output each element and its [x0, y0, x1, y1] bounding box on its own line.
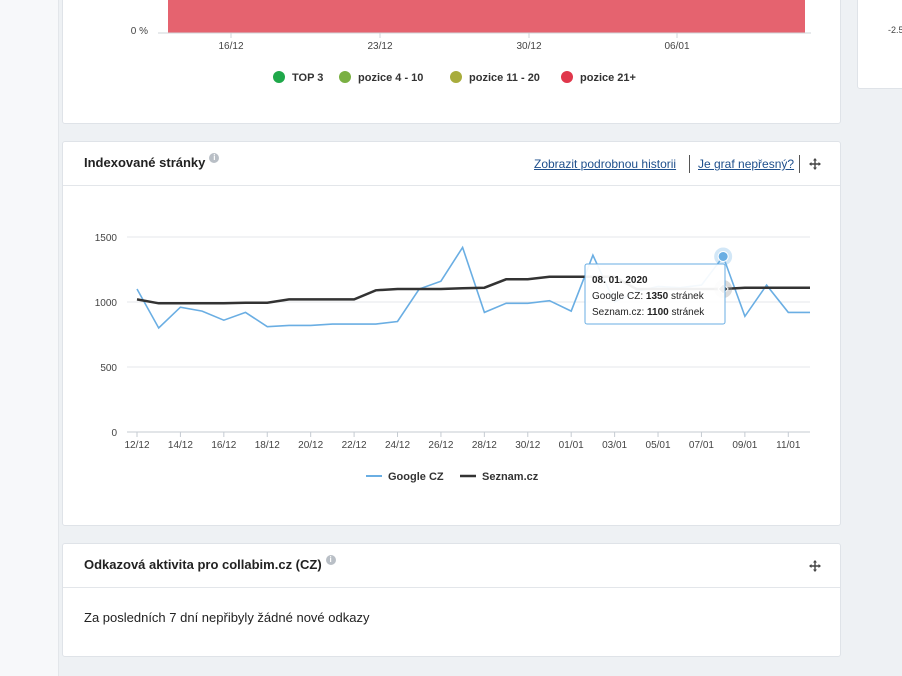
legend-marker — [273, 71, 285, 83]
side-card: -2.5 — [857, 0, 902, 89]
card-header-divider — [63, 185, 840, 186]
x-tick-label: 05/01 — [646, 440, 671, 451]
positions-x-tick-label: 23/12 — [367, 41, 392, 52]
chart-legend-label: Seznam.cz — [482, 471, 539, 483]
x-tick-label: 24/12 — [385, 440, 410, 451]
positions-card: 0 % 16/12 23/12 30/12 06/01 TOP 3 pozice 4 -… — [62, 0, 841, 124]
tooltip-google: Google CZ: 1350 stránek — [592, 291, 705, 302]
backlinks-title-wrap: Odkazová aktivita pro collabim.cz (CZ) i — [84, 555, 336, 572]
link-separator — [689, 155, 690, 173]
chart-legend-item[interactable]: Seznam.cz — [460, 471, 539, 483]
x-tick-label: 16/12 — [211, 440, 236, 451]
chart-tooltip: 08. 01. 2020 Google CZ: 1350 stránek Sez… — [584, 263, 726, 325]
y-tick-label: 500 — [100, 363, 117, 374]
chart-legend-label: Google CZ — [388, 471, 444, 483]
positions-legend-item[interactable]: pozice 4 - 10 — [339, 71, 423, 84]
left-sidebar-strip — [0, 0, 59, 676]
x-tick-label: 18/12 — [255, 440, 280, 451]
indexed-pages-title-wrap: Indexované stránky i — [84, 153, 220, 170]
side-card-value: -2.5 — [888, 25, 902, 35]
indexed-pages-title: Indexované stránky — [84, 155, 206, 170]
x-tick-label: 01/01 — [559, 440, 584, 451]
x-tick-label: 14/12 — [168, 440, 193, 451]
card-header-divider — [63, 587, 840, 588]
tooltip-box — [584, 263, 726, 325]
positions-legend-item[interactable]: pozice 21+ — [561, 71, 636, 84]
legend-marker — [561, 71, 573, 83]
move-icon[interactable] — [809, 560, 821, 572]
x-tick-label: 26/12 — [428, 440, 453, 451]
positions-y-label: 0 % — [131, 26, 148, 37]
x-tick-label: 07/01 — [689, 440, 714, 451]
y-tick-label: 1500 — [95, 233, 118, 244]
backlinks-message: Za posledních 7 dní nepřibyly žádné nové… — [84, 610, 370, 625]
positions-x-tick-label: 06/01 — [664, 41, 689, 52]
x-tick-label: 30/12 — [515, 440, 540, 451]
info-icon[interactable]: i — [325, 555, 336, 565]
info-icon[interactable]: i — [209, 153, 220, 163]
x-tick-label: 28/12 — [472, 440, 497, 451]
y-tick-label: 0 — [111, 428, 117, 439]
backlinks-title: Odkazová aktivita pro collabim.cz (CZ) — [84, 557, 322, 572]
positions-bar-area — [168, 0, 805, 33]
google-highlight-point — [717, 251, 729, 262]
legend-marker — [339, 71, 351, 83]
x-tick-label: 20/12 — [298, 440, 323, 451]
y-tick-label: 1000 — [95, 298, 118, 309]
legend-label: pozice 11 - 20 — [469, 72, 540, 84]
indexed-pages-card: Indexované stránky i Zobrazit podrobnou h… — [62, 141, 841, 526]
detailed-history-link[interactable]: Zobrazit podrobnou historii — [534, 157, 677, 171]
backlinks-card: Odkazová aktivita pro collabim.cz (CZ) i … — [62, 543, 841, 657]
legend-label: pozice 21+ — [580, 72, 636, 84]
positions-x-tick-label: 30/12 — [516, 41, 541, 52]
legend-label: pozice 4 - 10 — [358, 72, 423, 84]
chart-legend-item[interactable]: Google CZ — [366, 471, 444, 483]
indexed-pages-chart: 0 500 1000 1500 12/12 14/12 16/12 18/12 20/12 22… — [95, 233, 810, 483]
positions-legend-item[interactable]: TOP 3 — [273, 71, 323, 84]
link-separator-2 — [799, 155, 800, 173]
x-tick-label: 22/12 — [342, 440, 367, 451]
positions-x-tick-label: 16/12 — [218, 41, 243, 52]
x-tick-label: 11/01 — [776, 440, 801, 451]
legend-marker — [450, 71, 462, 83]
x-tick-label: 12/12 — [124, 440, 149, 451]
x-tick-label: 09/01 — [732, 440, 757, 451]
x-tick-label: 03/01 — [602, 440, 627, 451]
legend-label: TOP 3 — [292, 72, 323, 84]
graph-inaccurate-link[interactable]: Je graf nepřesný? — [698, 157, 795, 171]
tooltip-date: 08. 01. 2020 — [592, 275, 648, 286]
tooltip-seznam: Seznam.cz: 1100 stránek — [592, 307, 705, 318]
positions-chart: 0 % 16/12 23/12 30/12 06/01 TOP 3 pozice 4 -… — [131, 0, 811, 84]
move-icon[interactable] — [809, 158, 821, 170]
positions-legend-item[interactable]: pozice 11 - 20 — [450, 71, 540, 84]
